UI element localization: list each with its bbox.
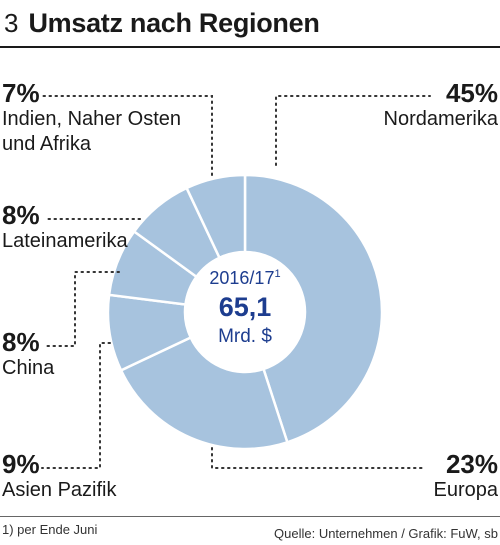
label-pct-china: 8% <box>2 327 40 357</box>
leader-line-china <box>45 271 120 347</box>
label-pct-lateinamerika: 8% <box>2 200 40 230</box>
center-total-unit: Mrd. $ <box>218 326 272 347</box>
label-pct-indien: 7% <box>2 78 40 108</box>
donut-slice-indien-naher-osten-und-afrika <box>185 173 247 260</box>
label-name-china: China <box>2 357 55 379</box>
label-name-nordamerika: Nordamerika <box>383 108 498 130</box>
center-year: 2016/171 <box>180 268 310 289</box>
chart-header: 3 Umsatz nach Regionen <box>0 0 500 46</box>
leader-line-indien <box>41 95 213 176</box>
header-rule <box>0 46 500 48</box>
label-pct-nordamerika: 45% <box>445 78 498 108</box>
center-year-text: 2016/17 <box>209 268 275 288</box>
leader-line-nordamerika <box>275 95 431 166</box>
donut-slice-nordamerika <box>243 173 384 444</box>
chart-title: Umsatz nach Regionen <box>28 7 320 38</box>
label-pct-europa: 23% <box>445 449 498 479</box>
center-year-footnote-marker: 1 <box>274 268 281 280</box>
leader-line-europa <box>211 447 425 469</box>
source-credit: Quelle: Unternehmen / Grafik: FuW, sb <box>274 526 498 541</box>
label-name-indien-line1: Indien, Naher Osten <box>2 108 181 130</box>
center-total-value: 65,1 <box>218 292 272 322</box>
label-name-asien-pazifik: Asien Pazifik <box>2 479 117 501</box>
footnote: 1) per Ende Juni <box>2 522 98 537</box>
label-name-lateinamerika: Lateinamerika <box>2 230 128 252</box>
donut-slice-europa <box>119 335 289 451</box>
label-pct-asien-pazifik: 9% <box>2 449 40 479</box>
label-name-europa: Europa <box>433 479 499 501</box>
leader-lines <box>41 95 431 469</box>
leader-line-asien <box>41 342 111 469</box>
footer-rule <box>0 516 500 517</box>
label-name-indien-line2: und Afrika <box>2 133 91 155</box>
donut-slices <box>106 173 384 451</box>
figure-number: 3 <box>4 7 19 38</box>
